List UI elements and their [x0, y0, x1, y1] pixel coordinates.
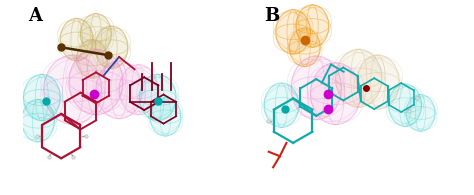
Ellipse shape [77, 40, 108, 78]
Ellipse shape [69, 49, 123, 115]
Ellipse shape [24, 74, 60, 121]
Ellipse shape [96, 61, 142, 119]
Ellipse shape [60, 18, 93, 61]
Ellipse shape [406, 95, 435, 131]
Ellipse shape [336, 49, 382, 107]
Text: B: B [264, 7, 279, 25]
Ellipse shape [296, 5, 329, 47]
Ellipse shape [357, 55, 399, 109]
Ellipse shape [44, 55, 102, 125]
Ellipse shape [289, 28, 320, 67]
Ellipse shape [119, 65, 158, 115]
Ellipse shape [139, 74, 176, 121]
Ellipse shape [81, 13, 111, 54]
Text: A: A [28, 7, 42, 25]
Ellipse shape [389, 84, 421, 126]
Ellipse shape [291, 56, 341, 120]
Ellipse shape [150, 98, 181, 136]
Ellipse shape [264, 83, 299, 127]
Ellipse shape [95, 26, 128, 68]
Ellipse shape [276, 10, 310, 54]
Ellipse shape [310, 63, 361, 125]
Ellipse shape [22, 99, 55, 142]
